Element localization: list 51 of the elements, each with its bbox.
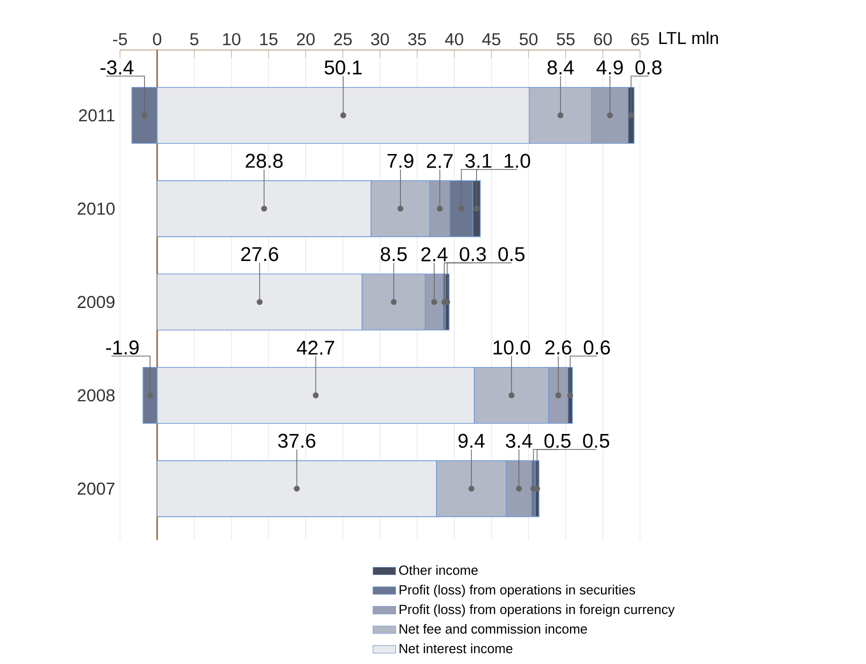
data-label: 1.0 xyxy=(504,154,530,168)
y-tick-label: 2010 xyxy=(78,202,115,215)
x-tick-label: 60 xyxy=(594,33,612,46)
data-label: 2.7 xyxy=(426,154,453,168)
data-label: 2.4 xyxy=(421,247,448,262)
data-label: 0.5 xyxy=(583,434,610,448)
legend-label: Profit (loss) from operations in foreign currency xyxy=(400,604,675,617)
data-label: 9.4 xyxy=(458,434,485,448)
x-axis-title: LTL mln xyxy=(659,31,718,44)
legend-label: Other income xyxy=(399,565,478,575)
data-label: 10.0 xyxy=(494,340,530,355)
data-label: -1.9 xyxy=(106,340,139,355)
y-tick-label: 2008 xyxy=(78,389,115,402)
data-label: 8.4 xyxy=(548,60,574,75)
x-tick-label: 55 xyxy=(556,33,575,46)
data-label: 2.6 xyxy=(545,340,572,355)
x-tick-label: 35 xyxy=(408,33,426,46)
data-label: 0.5 xyxy=(544,434,571,448)
x-tick-label: 20 xyxy=(296,33,315,46)
data-label: 0.8 xyxy=(635,60,662,75)
y-tick-label: 2011 xyxy=(79,109,114,122)
data-label: 3.1 xyxy=(465,154,492,168)
x-tick-label: 45 xyxy=(482,33,500,46)
y-tick-label: 2007 xyxy=(78,482,114,495)
data-label: 28.8 xyxy=(246,154,283,168)
legend-label: Profit (loss) from operations in securities xyxy=(400,584,636,598)
x-tick-label: 50 xyxy=(520,33,538,46)
data-label: 3.4 xyxy=(506,434,532,448)
x-tick-label: 40 xyxy=(445,33,464,46)
x-tick-label: 5 xyxy=(190,33,198,46)
data-label: 50.1 xyxy=(324,60,362,75)
data-label: -3.4 xyxy=(100,60,134,75)
x-tick-label: 25 xyxy=(334,33,352,46)
data-label: 0.5 xyxy=(498,247,524,262)
data-label: 42.7 xyxy=(296,340,334,355)
data-label: 0.6 xyxy=(584,340,610,355)
data-label: 7.9 xyxy=(388,154,414,168)
x-tick-label: 10 xyxy=(223,33,240,46)
legend-label: Net interest income xyxy=(400,644,512,654)
x-tick-label: 15 xyxy=(260,33,278,46)
data-label: 8.5 xyxy=(380,247,407,262)
data-label: 4.9 xyxy=(596,60,623,75)
data-label: 37.6 xyxy=(278,434,316,448)
legend-label: Net fee and commission income xyxy=(400,624,587,634)
data-label: 27.6 xyxy=(241,247,278,262)
x-tick-label: 0 xyxy=(153,33,162,46)
x-tick-label: -5 xyxy=(113,33,127,46)
x-tick-label: 30 xyxy=(371,33,389,46)
y-tick-label: 2009 xyxy=(78,296,114,308)
x-tick-label: 65 xyxy=(631,33,649,46)
data-label: 0.3 xyxy=(460,247,486,262)
